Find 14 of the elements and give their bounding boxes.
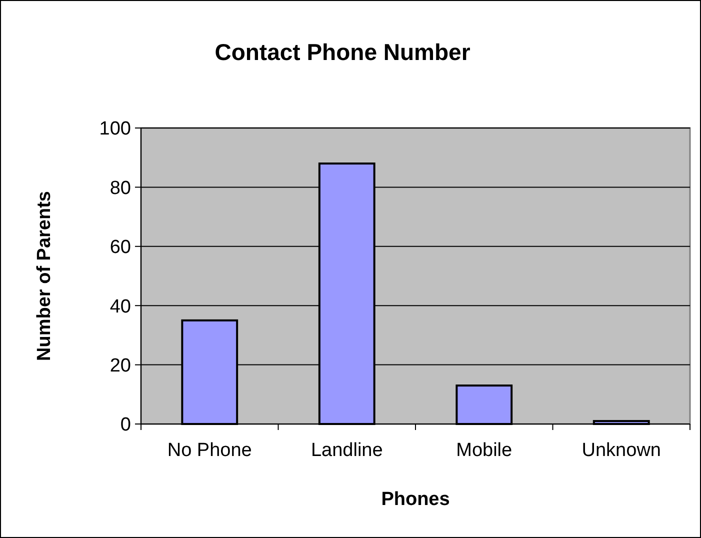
- x-tick-label: No Phone: [167, 440, 252, 461]
- x-axis-title: Phones: [381, 489, 450, 510]
- y-tick-label: 20: [110, 355, 131, 376]
- y-tick-label: 100: [99, 118, 131, 140]
- y-axis-title: Number of Parents: [34, 191, 55, 361]
- bar: [456, 384, 513, 425]
- chart-title: Contact Phone Number: [214, 39, 470, 65]
- y-tick-label: 80: [110, 178, 131, 199]
- x-tick-label: Mobile: [456, 440, 512, 461]
- y-tick-label: 40: [110, 296, 131, 318]
- x-tick-label: Unknown: [582, 440, 661, 461]
- x-tick-label: Landline: [310, 440, 383, 461]
- y-tick-label: 0: [120, 414, 131, 436]
- y-tick-label: 60: [110, 237, 131, 258]
